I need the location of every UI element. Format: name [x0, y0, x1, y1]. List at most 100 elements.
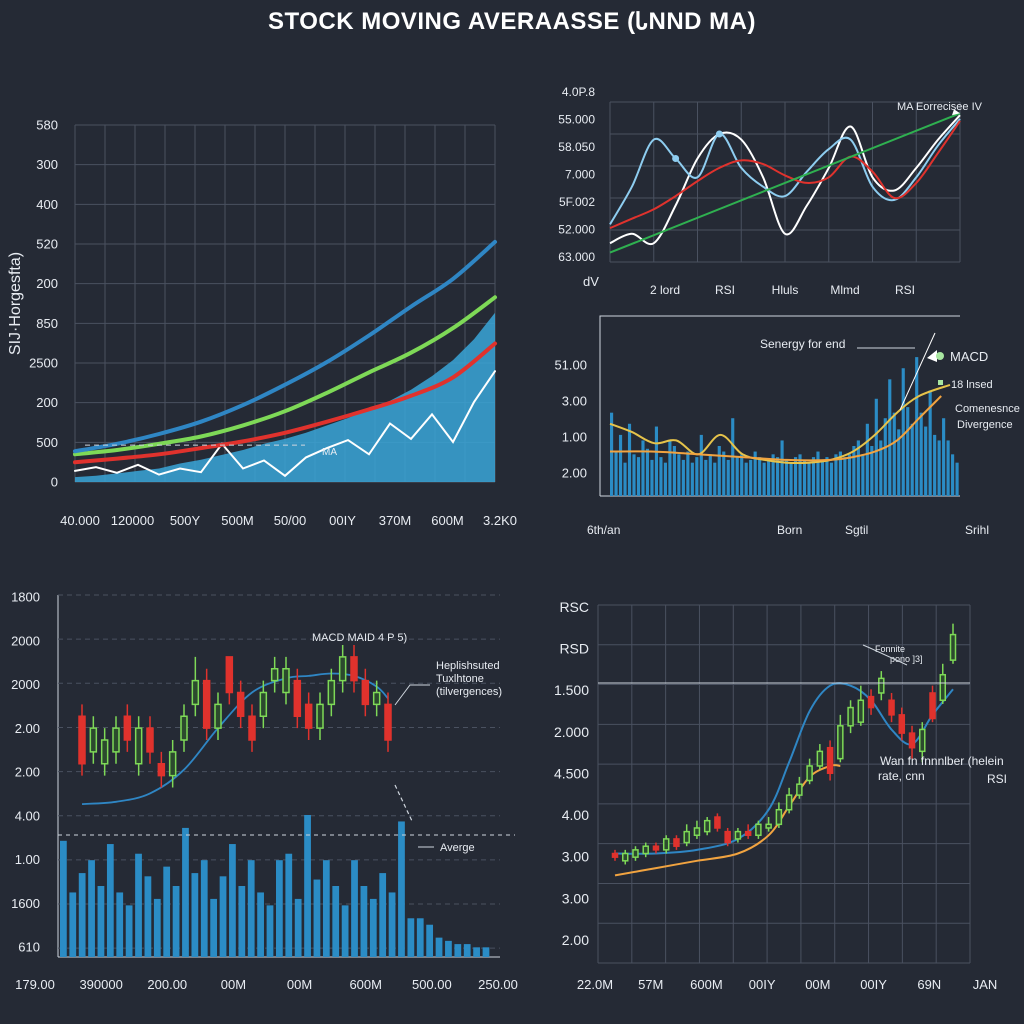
- y-axis-label: SIJ·Horgesfta): [7, 252, 24, 355]
- volume-bar: [407, 918, 415, 957]
- volume-bar: [276, 860, 283, 957]
- x-tick-label: 40.000: [60, 513, 100, 528]
- candlestick: [642, 845, 649, 855]
- annotation: (tilvergences): [436, 686, 502, 698]
- histogram-bar: [816, 451, 820, 496]
- volume-bar: [69, 892, 77, 957]
- x-tick-label: 200.00: [147, 977, 187, 992]
- candlestick: [652, 845, 660, 851]
- candlestick: [157, 763, 166, 777]
- histogram-bar: [946, 440, 950, 496]
- histogram-bar: [852, 446, 856, 496]
- histogram-bar: [915, 357, 919, 496]
- candlestick: [225, 656, 234, 694]
- line-series-3: [73, 295, 497, 457]
- x-tick-label: 600M: [349, 977, 382, 992]
- histogram-bar: [753, 451, 757, 496]
- histogram-bar: [883, 418, 887, 496]
- candlestick: [734, 830, 742, 840]
- candlestick: [100, 739, 109, 765]
- candlestick: [236, 691, 245, 717]
- volume-bar: [369, 898, 377, 957]
- histogram-bar: [767, 459, 771, 496]
- candlestick: [755, 823, 762, 837]
- histogram-bar: [668, 440, 672, 496]
- volume-bar: [454, 944, 462, 957]
- candlestick: [724, 830, 731, 844]
- x-tick-label: 00M: [221, 977, 246, 992]
- x-tick-label: 00IY: [860, 977, 887, 992]
- y-tick-label: 1.500: [554, 682, 589, 698]
- volume-bar: [294, 898, 302, 957]
- y-tick-label: 4.0P.8: [562, 85, 595, 99]
- histogram-bar: [919, 412, 923, 496]
- candlestick: [338, 656, 347, 682]
- histogram-bar: [879, 440, 883, 496]
- y-tick-label: 2000: [11, 633, 40, 648]
- histogram-bar: [641, 440, 645, 496]
- candlestick: [202, 679, 211, 729]
- volume-bar: [332, 886, 340, 957]
- y-tick-label: 3.00: [562, 849, 589, 865]
- volume-bar: [219, 876, 227, 957]
- y-tick-label: 400: [36, 197, 58, 212]
- volume-bar: [116, 892, 124, 957]
- candlestick: [796, 783, 803, 796]
- x-tick-label: Srihl: [965, 523, 989, 537]
- candlestick: [327, 679, 336, 706]
- histogram-bar: [802, 459, 807, 496]
- y-tick-label: 4.00: [15, 808, 40, 823]
- volume-bar: [172, 886, 180, 957]
- area-series: [75, 312, 495, 482]
- volume-bar: [247, 860, 255, 957]
- y-tick-label: 2500: [29, 356, 58, 371]
- y-tick-label: 610: [18, 940, 40, 955]
- histogram-bar: [663, 462, 667, 496]
- candlestick: [888, 699, 895, 716]
- candlestick: [372, 691, 381, 706]
- y-axis-label: dV: [583, 274, 599, 289]
- histogram-bar: [874, 398, 878, 496]
- candlestick: [744, 830, 752, 837]
- chart-candlestick-macd-volume: MACD MAID 4 P 5) HeplishsutedTuxlhtone(ti…: [11, 590, 518, 992]
- x-tick-label: 57M: [638, 977, 663, 992]
- y-tick-label: 500: [36, 435, 58, 450]
- legend-entry: Comenesnce: [955, 403, 1020, 415]
- x-tick-label: 179.00: [15, 977, 55, 992]
- volume-bar: [398, 821, 405, 957]
- candlestick: [316, 703, 324, 729]
- y-tick-label: 58.050: [558, 140, 595, 154]
- x-tick-label: 250.00: [478, 977, 518, 992]
- y-tick-label: 1600: [11, 896, 40, 911]
- candlestick: [180, 715, 188, 741]
- histogram-bar: [793, 457, 798, 496]
- histogram-bar: [937, 440, 941, 496]
- y-tick-label: 2.00: [562, 932, 589, 948]
- candlestick: [611, 852, 619, 858]
- volume-bar: [435, 937, 443, 957]
- histogram-bar: [856, 440, 860, 496]
- y-tick-label: 2.00: [562, 466, 587, 481]
- histogram-bar: [785, 459, 789, 496]
- histogram-bar: [704, 459, 708, 496]
- y-tick-label: 4.500: [554, 765, 589, 781]
- histogram-bar: [614, 451, 618, 496]
- volume-bar: [266, 905, 274, 957]
- arrow-head: [927, 350, 937, 362]
- candlestick: [112, 727, 120, 753]
- candlestick: [146, 727, 154, 753]
- chart-frame: [599, 315, 960, 496]
- legend-entry: Divergence: [957, 419, 1013, 431]
- candlestick: [939, 673, 947, 702]
- histogram-bar: [933, 434, 937, 496]
- candlestick: [282, 668, 290, 694]
- volume-bar: [388, 892, 396, 957]
- histogram-bar: [888, 379, 892, 496]
- volume-bar: [106, 844, 114, 957]
- y-tick-label: 300: [36, 157, 58, 172]
- annotation: MACD MAID 4 P 5): [312, 632, 407, 644]
- x-tick-label: 500.00: [412, 977, 452, 992]
- histogram-bar: [762, 462, 766, 496]
- chart-bar-macd-divergence: Senergy for end MACD 18 lnsed Comenesnce Div…: [554, 315, 1020, 537]
